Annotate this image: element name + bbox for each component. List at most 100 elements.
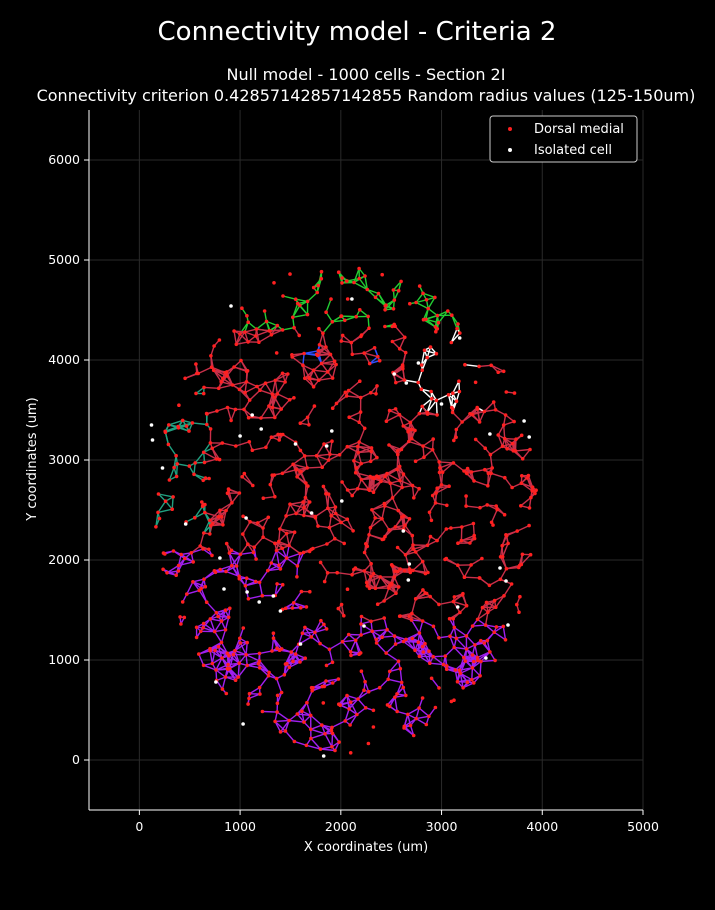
- cell-point: [363, 274, 367, 278]
- connection-edge: [277, 393, 290, 401]
- connection-edge: [436, 528, 447, 542]
- cell-point: [330, 406, 335, 411]
- connection-edge: [204, 458, 217, 464]
- connection-edge: [236, 341, 249, 345]
- cell-point: [194, 625, 199, 630]
- cell-point: [375, 474, 379, 479]
- cell-point: [316, 283, 321, 288]
- connection-edge: [253, 536, 264, 548]
- connection-edge: [353, 460, 357, 473]
- cell-point: [462, 655, 466, 660]
- cell-point: [371, 571, 376, 576]
- cell-point: [280, 582, 285, 587]
- connection-edge: [262, 516, 269, 529]
- cell-point: [488, 650, 492, 654]
- cell-point: [337, 453, 342, 457]
- cell-point: [326, 492, 331, 497]
- connection-edge: [338, 271, 343, 284]
- cell-point: [322, 622, 326, 627]
- cell-point: [500, 444, 505, 449]
- cell-point: [402, 569, 407, 573]
- connection-edge: [312, 369, 320, 381]
- cell-point: [477, 420, 482, 424]
- connection-edge: [521, 482, 533, 488]
- connection-edge: [285, 545, 290, 559]
- connection-edge: [397, 710, 408, 716]
- cell-point: [201, 663, 206, 668]
- connection-edge: [235, 331, 246, 345]
- cell-point: [487, 583, 492, 588]
- cell-point: [246, 542, 250, 546]
- connection-edge: [237, 664, 248, 678]
- cell-point: [298, 421, 303, 426]
- cell-point: [503, 475, 507, 480]
- cell-point: [204, 600, 209, 604]
- cell-point: [392, 322, 397, 327]
- cell-point: [309, 635, 314, 639]
- connection-edge: [239, 333, 249, 343]
- cell-point: [490, 466, 495, 470]
- connection-edge: [329, 521, 342, 529]
- cell-point: [520, 552, 525, 557]
- connection-edge: [338, 695, 348, 705]
- cell-point: [203, 476, 208, 480]
- cell-point: [406, 429, 410, 434]
- cell-point: [237, 491, 242, 495]
- cell-point: [201, 626, 205, 630]
- cell-point: [455, 326, 459, 331]
- connection-edge: [292, 463, 308, 469]
- cell-point: [242, 471, 247, 476]
- cell-point: [358, 308, 362, 312]
- cell-point: [469, 563, 473, 567]
- connection-edge: [177, 554, 182, 566]
- cell-point: [328, 352, 333, 357]
- isolated-cell-point: [392, 372, 397, 376]
- cell-point: [461, 686, 465, 690]
- connection-edge: [422, 561, 429, 573]
- connection-edge: [351, 570, 365, 576]
- connection-edge: [393, 373, 405, 381]
- connection-edge: [451, 314, 458, 329]
- cell-point: [254, 557, 258, 561]
- cell-point: [450, 313, 454, 318]
- cell-point: [163, 499, 168, 504]
- cell-point: [240, 306, 244, 311]
- cell-point: [353, 638, 358, 643]
- connection-edge: [420, 388, 433, 400]
- connection-edge: [235, 554, 242, 567]
- cell-point: [420, 404, 425, 409]
- cell-point: [470, 677, 474, 682]
- cell-point: [174, 453, 178, 458]
- connection-edge: [364, 275, 368, 290]
- cell-point: [269, 435, 274, 440]
- cell-point: [367, 488, 372, 493]
- cell-point: [280, 328, 285, 332]
- cell-point: [225, 374, 229, 378]
- x-tick-label: 5000: [627, 819, 659, 834]
- cell-point: [512, 419, 516, 424]
- cell-point: [421, 291, 425, 296]
- cell-point: [385, 471, 389, 476]
- cell-point: [433, 705, 438, 710]
- cell-point: [477, 364, 481, 369]
- cell-point: [339, 520, 344, 525]
- connection-edge: [389, 483, 394, 498]
- cell-point: [275, 693, 280, 698]
- connection-edge: [402, 473, 414, 487]
- cell-point: [422, 348, 427, 353]
- cell-point: [275, 701, 280, 706]
- connection-edge: [424, 349, 437, 355]
- x-axis-label: X coordinates (um): [304, 840, 428, 855]
- connection-edge: [241, 476, 254, 487]
- cell-point: [202, 460, 207, 465]
- cell-point: [451, 616, 456, 621]
- connection-edge: [204, 511, 219, 518]
- connection-edge: [453, 627, 457, 639]
- cell-point: [364, 580, 369, 585]
- x-tick-label: 2000: [325, 819, 357, 834]
- cell-point: [283, 662, 288, 666]
- connection-edge: [310, 728, 326, 735]
- cell-point: [305, 700, 309, 705]
- cell-point: [311, 285, 316, 290]
- cell-point: [367, 533, 371, 537]
